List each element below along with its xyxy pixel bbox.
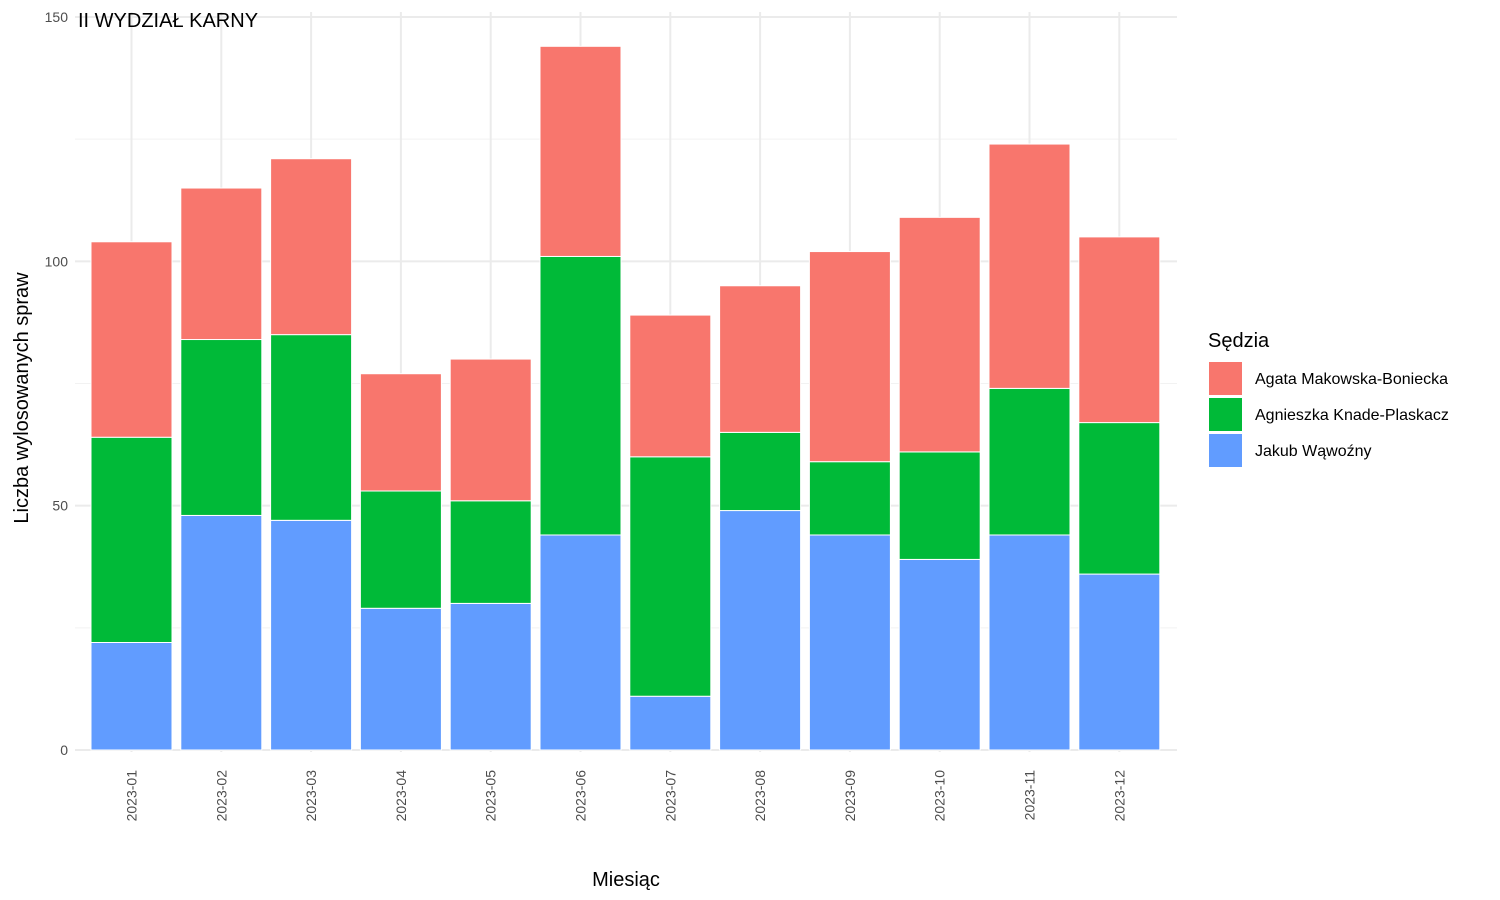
x-tick-label: 2023-10 (932, 770, 948, 822)
bar-segment (629, 456, 712, 697)
bar-segment (359, 373, 442, 492)
y-axis-ticks: 0 50 100 150 (45, 9, 69, 758)
bar-segment (449, 358, 532, 502)
bar-segment (359, 490, 442, 609)
bar-segment (629, 314, 712, 458)
bar-segment (180, 339, 263, 516)
x-axis-title: Miesiąc (592, 869, 660, 891)
x-axis-ticks: 2023-01 2023-02 2023-03 2023-04 2023-05 2023-… (124, 770, 1128, 822)
x-tick-label: 2023-09 (842, 770, 858, 822)
legend-title: Sędzia (1208, 330, 1270, 352)
x-tick-label: 2023-03 (303, 770, 319, 822)
x-tick-label: 2023-11 (1022, 770, 1038, 821)
legend-key (1209, 362, 1242, 395)
bar-segment (270, 158, 353, 336)
bar-segment (898, 216, 981, 453)
bar-segment (539, 45, 622, 257)
legend-key (1209, 398, 1242, 431)
bar-segment (1078, 422, 1161, 575)
y-tick-label: 150 (45, 9, 69, 25)
bar-segment (449, 500, 532, 604)
bar-segment (988, 143, 1071, 389)
bar-segment (719, 431, 802, 512)
bar-segment (1078, 236, 1161, 424)
bar-segment (90, 641, 173, 751)
legend-label: Agata Makowska-Boniecka (1255, 371, 1448, 388)
bar-segment (898, 558, 981, 751)
bar-segment (1078, 573, 1161, 751)
bar-segment (180, 514, 263, 751)
chart-title: II WYDZIAŁ KARNY (78, 10, 258, 32)
bar-segment (808, 534, 891, 751)
bars (90, 45, 1161, 751)
bar-segment (270, 519, 353, 751)
bar-segment (719, 285, 802, 433)
bar-segment (808, 461, 891, 536)
y-tick-label: 50 (52, 498, 68, 514)
bar-segment (629, 695, 712, 751)
x-tick-label: 2023-07 (662, 770, 678, 822)
bar-segment (988, 387, 1071, 536)
x-tick-label: 2023-08 (752, 770, 768, 822)
x-tick-label: 2023-02 (213, 770, 229, 822)
bar-segment (808, 251, 891, 463)
legend-key (1209, 434, 1242, 467)
bar-segment (719, 510, 802, 751)
x-tick-label: 2023-04 (393, 770, 409, 822)
bar-segment (449, 602, 532, 751)
legend-label: Jakub Wąwoźny (1255, 443, 1372, 460)
bar-segment (90, 436, 173, 643)
y-tick-label: 0 (60, 742, 68, 758)
bar-segment (270, 334, 353, 521)
x-tick-label: 2023-05 (483, 770, 499, 822)
y-axis-title: Liczba wylosowanych spraw (11, 272, 33, 524)
y-tick-label: 100 (45, 253, 69, 269)
bar-segment (988, 534, 1071, 751)
bar-segment (359, 607, 442, 751)
bar-segment (539, 534, 622, 751)
x-tick-label: 2023-12 (1111, 770, 1127, 822)
legend: Sędzia Agata Makowska-Boniecka Agnieszka … (1208, 330, 1449, 467)
bar-segment (898, 451, 981, 560)
x-tick-label: 2023-06 (573, 770, 589, 822)
legend-label: Agnieszka Knade-Plaskacz (1255, 407, 1449, 424)
bar-segment (180, 187, 263, 341)
bar-segment (90, 241, 173, 438)
x-tick-label: 2023-01 (124, 770, 140, 822)
bar-segment (539, 255, 622, 536)
